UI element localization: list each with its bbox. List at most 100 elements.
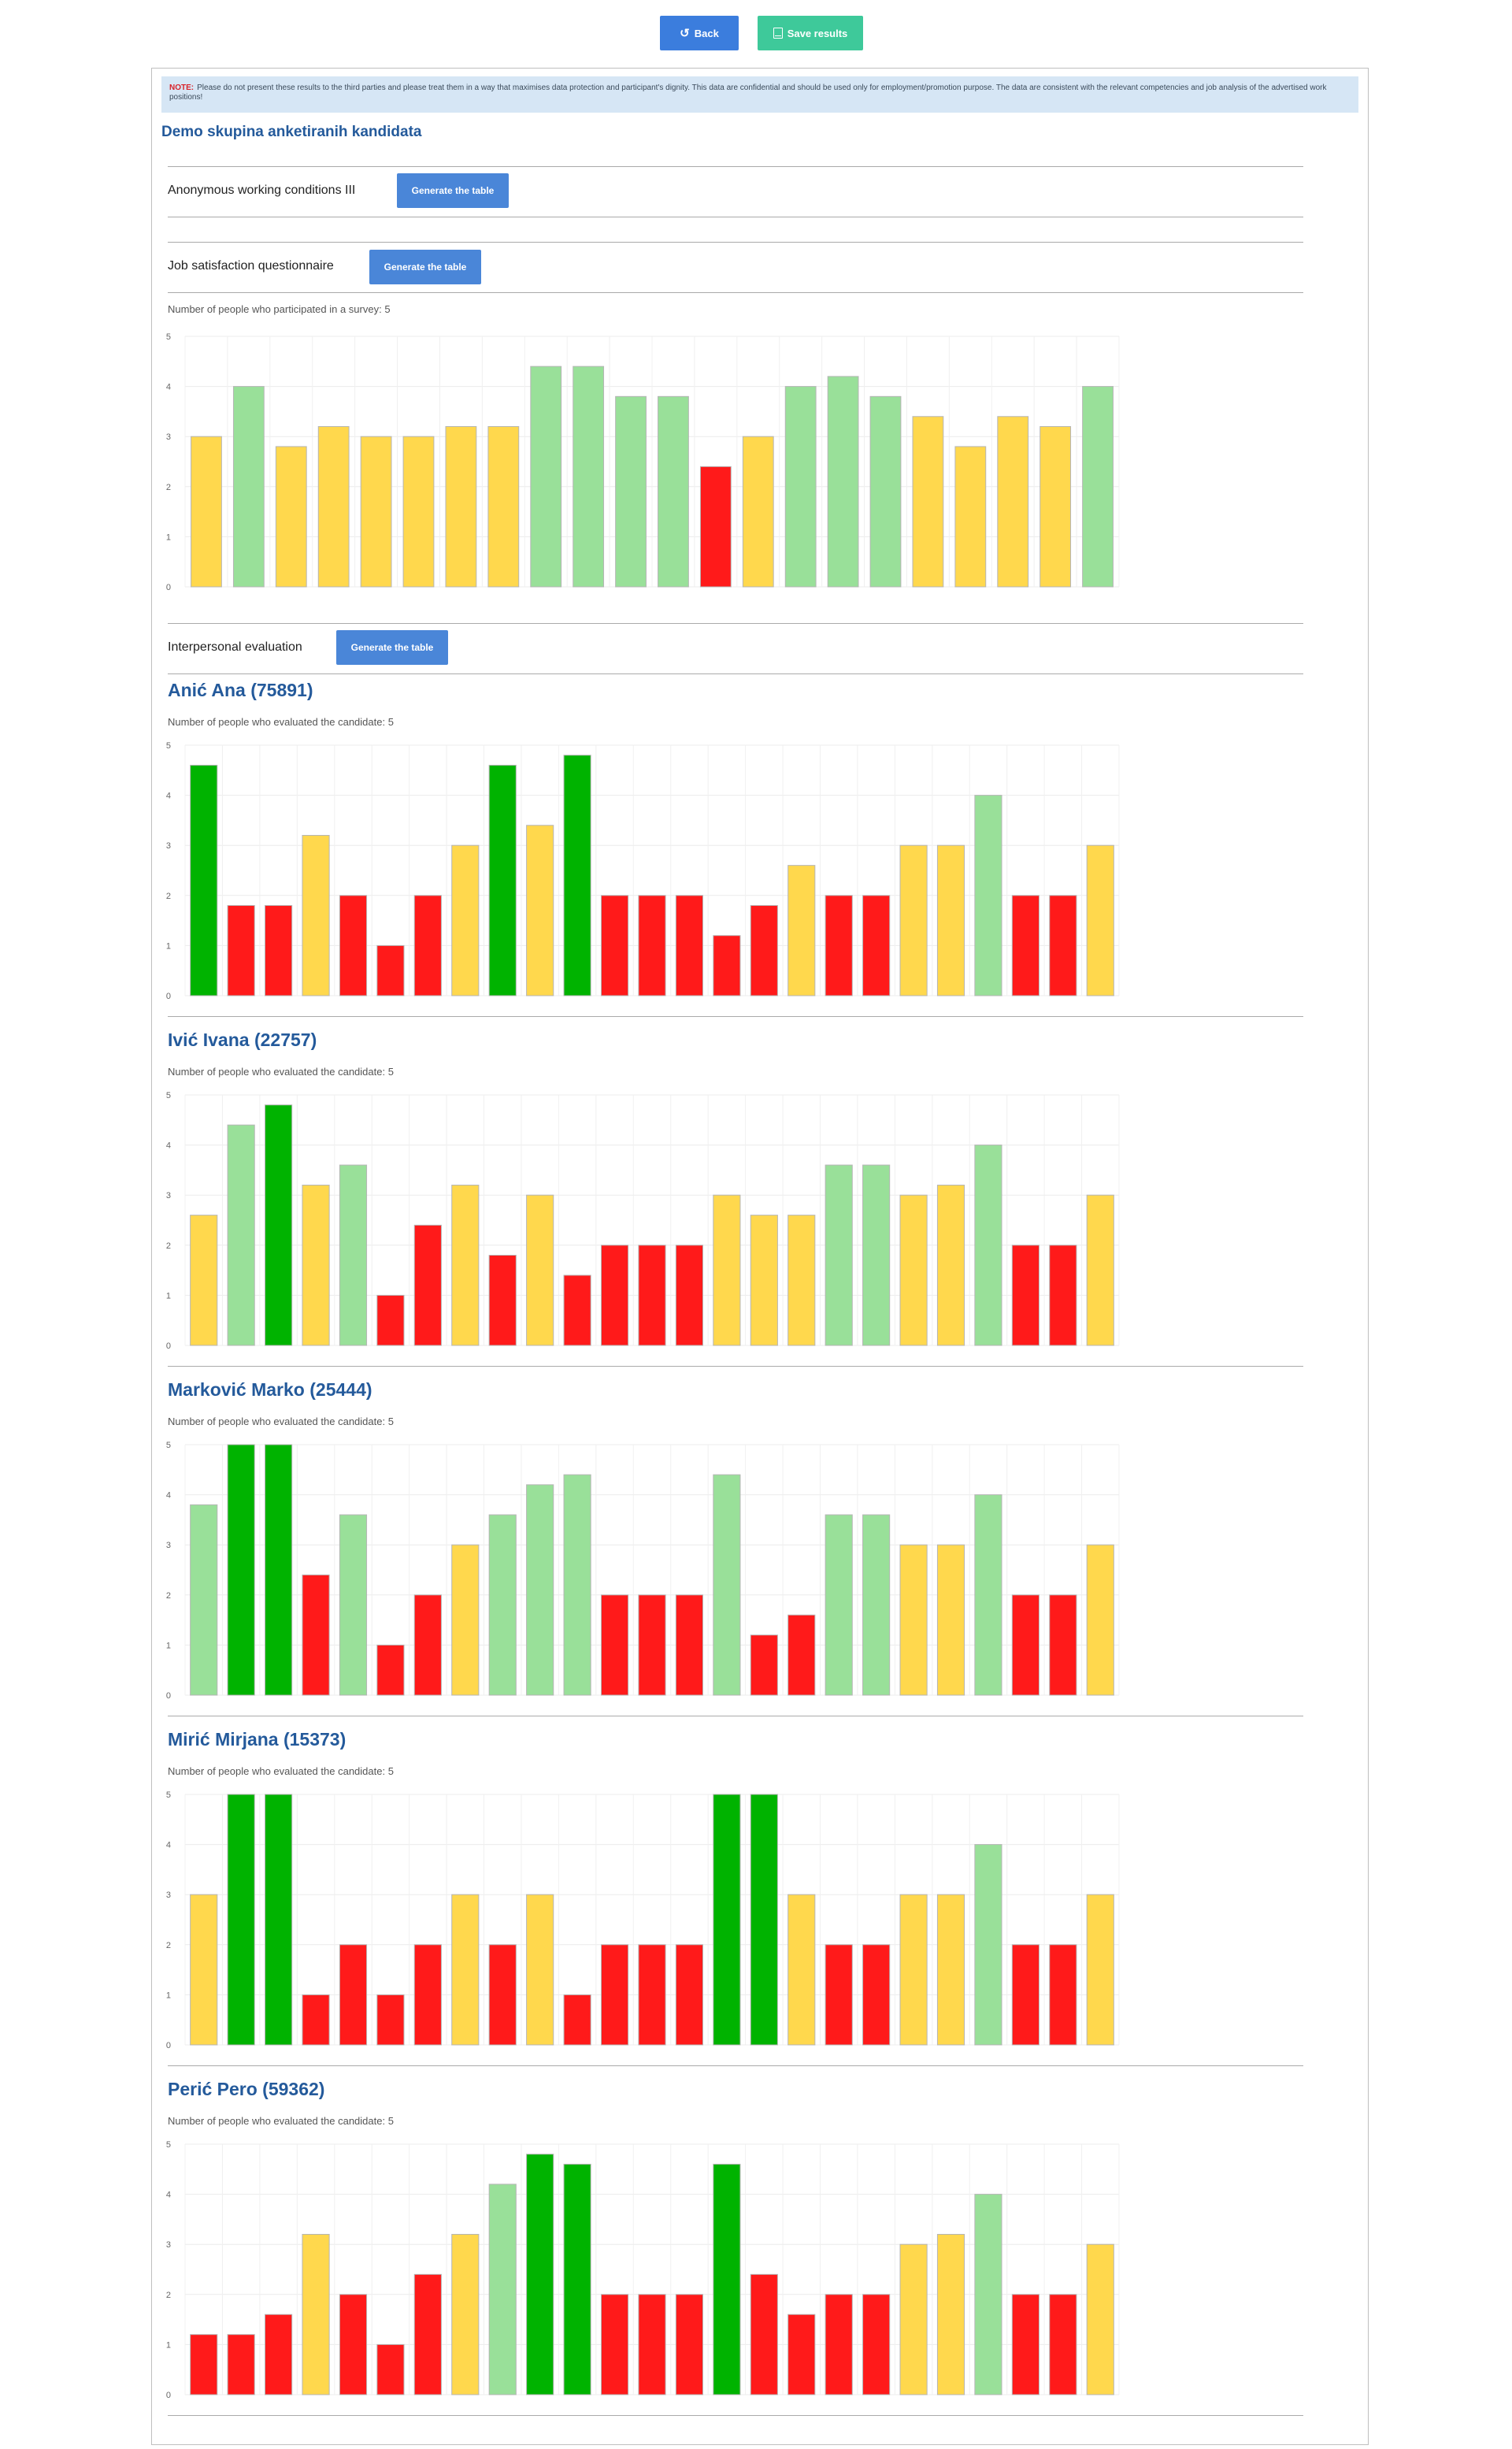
bar xyxy=(825,2294,853,2395)
bar xyxy=(1011,1944,1040,2046)
bar xyxy=(1086,1544,1114,1696)
bar xyxy=(936,1184,965,1346)
y-tick-label: 1 xyxy=(166,1291,171,1301)
bar xyxy=(784,386,817,588)
bar xyxy=(451,2233,480,2395)
y-tick-label: 2 xyxy=(166,1941,171,1950)
bar xyxy=(675,1944,704,2046)
y-tick-label: 0 xyxy=(166,2391,171,2400)
job-satisfaction-chart: 0 1 2 3 4 5 xyxy=(166,332,1120,592)
divider xyxy=(168,292,1303,293)
bar xyxy=(317,425,350,588)
bar xyxy=(827,376,859,588)
evaluators-count: Number of people who evaluated the candi… xyxy=(168,1416,394,1427)
top-toolbar: ↺ Back Save results xyxy=(0,16,1512,52)
bar xyxy=(488,764,517,996)
bar xyxy=(899,844,928,996)
bar xyxy=(638,2294,666,2395)
bar xyxy=(788,1894,816,2046)
back-button[interactable]: ↺ Back xyxy=(660,16,739,50)
y-tick-label: 0 xyxy=(166,1691,171,1701)
section-label-anonymous: Anonymous working conditions III xyxy=(168,184,356,197)
bar xyxy=(339,895,368,996)
bar xyxy=(275,446,307,588)
bar xyxy=(713,935,741,996)
bar xyxy=(974,1494,1002,1696)
bar xyxy=(488,2184,517,2395)
candidate-name: Anić Ana (75891) xyxy=(168,680,313,700)
bar xyxy=(573,365,605,588)
y-tick-label: 3 xyxy=(166,841,171,851)
generate-table-button-job[interactable]: Generate the table xyxy=(369,250,481,284)
bar xyxy=(788,865,816,996)
bar xyxy=(1011,2294,1040,2395)
bar xyxy=(488,1514,517,1696)
y-tick-label: 0 xyxy=(166,992,171,1001)
bar xyxy=(750,1215,778,1346)
bar xyxy=(1040,425,1072,588)
generate-table-button-interpersonal[interactable]: Generate the table xyxy=(336,630,448,665)
y-tick-label: 5 xyxy=(166,2140,171,2150)
bar xyxy=(563,2163,591,2395)
bar xyxy=(232,386,265,588)
bar xyxy=(265,905,293,996)
y-tick-label: 3 xyxy=(166,432,171,442)
bar xyxy=(675,895,704,996)
y-tick-label: 4 xyxy=(166,2191,171,2200)
y-tick-label: 1 xyxy=(166,941,171,951)
bar xyxy=(526,1484,554,1696)
bar xyxy=(451,844,480,996)
bar xyxy=(899,2243,928,2395)
confidentiality-note: NOTE: Please do not present these results… xyxy=(161,76,1358,113)
bar xyxy=(974,1145,1002,1346)
bar xyxy=(227,1124,255,1346)
bar xyxy=(1049,1245,1077,1346)
bar xyxy=(825,1944,853,2046)
bar xyxy=(825,1514,853,1696)
bar xyxy=(413,1594,442,1696)
candidate-name: Perić Pero (59362) xyxy=(168,2079,325,2099)
bar xyxy=(488,1944,517,2046)
bar xyxy=(265,1794,293,2046)
bar xyxy=(713,1194,741,1346)
evaluators-count: Number of people who evaluated the candi… xyxy=(168,2115,394,2127)
bar xyxy=(265,1444,293,1696)
bar xyxy=(750,2273,778,2395)
bar xyxy=(376,2343,405,2395)
y-tick-label: 0 xyxy=(166,583,171,592)
bar xyxy=(997,416,1029,588)
bar xyxy=(402,436,435,588)
bar xyxy=(862,1944,891,2046)
bar xyxy=(638,895,666,996)
bar xyxy=(936,2233,965,2395)
bar xyxy=(1086,844,1114,996)
note-text: Please do not present these results to t… xyxy=(169,83,1327,102)
bar xyxy=(825,1164,853,1346)
generate-table-button-anonymous[interactable]: Generate the table xyxy=(397,173,509,208)
bar xyxy=(445,425,477,588)
bar xyxy=(1049,1594,1077,1696)
bar xyxy=(638,1594,666,1696)
bar xyxy=(487,425,520,588)
section-label-job: Job satisfaction questionnaire xyxy=(168,259,334,273)
y-tick-label: 3 xyxy=(166,1891,171,1900)
y-tick-label: 0 xyxy=(166,1341,171,1351)
bar xyxy=(339,1164,368,1346)
bar xyxy=(788,2314,816,2395)
bar xyxy=(675,2294,704,2395)
bar xyxy=(265,2314,293,2395)
bar xyxy=(615,395,647,588)
candidate-chart: 0 1 2 3 4 5 xyxy=(166,1441,1120,1701)
y-tick-label: 3 xyxy=(166,1541,171,1550)
save-results-button[interactable]: Save results xyxy=(758,16,863,50)
bar xyxy=(1011,1594,1040,1696)
y-tick-label: 1 xyxy=(166,1641,171,1650)
bar xyxy=(376,944,405,996)
bar xyxy=(742,436,774,588)
bar xyxy=(862,1514,891,1696)
bar xyxy=(713,2163,741,2395)
bar xyxy=(190,1894,218,2046)
bar xyxy=(1049,2294,1077,2395)
evaluators-count: Number of people who evaluated the candi… xyxy=(168,1765,394,1777)
bar xyxy=(1049,895,1077,996)
